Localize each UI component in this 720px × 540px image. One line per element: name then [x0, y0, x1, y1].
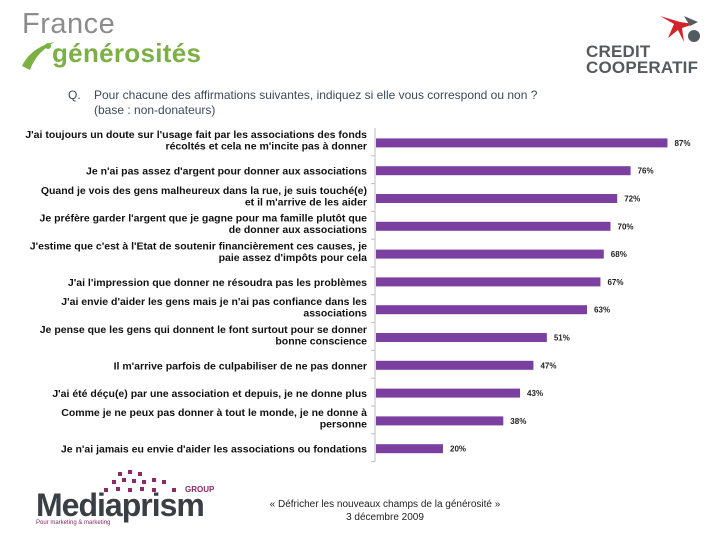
bar-11 — [376, 416, 504, 426]
france-generosites-word-france: France — [22, 8, 116, 40]
value-label-7: 63% — [594, 306, 610, 315]
footer-title: « Défricher les nouveaux champs de la gé… — [269, 499, 501, 510]
bar-1 — [376, 138, 668, 148]
credit-cooperatif-logo: CREDIT COOPERATIF — [582, 12, 712, 78]
credit-cooperatif-word-credit: CREDIT — [586, 42, 651, 61]
category-label-3: Quand je vois des gens malheureux dans l… — [41, 185, 367, 209]
bar-10 — [376, 388, 521, 398]
survey-question: Q. Pour chacune des affirmations suivante… — [68, 88, 537, 118]
value-label-8: 51% — [554, 334, 570, 343]
value-label-5: 68% — [611, 250, 627, 259]
mediaprism-group-label: GROUP — [185, 485, 215, 494]
bar-6 — [376, 277, 601, 287]
value-label-11: 38% — [510, 417, 526, 426]
category-label-8: Je pense que les gens qui donnent le fon… — [40, 324, 367, 348]
mediaprism-tagline: Pour marketing & marketing — [36, 520, 111, 526]
mediaprism-logo: Mediaprism GROUP Pour marketing & market… — [34, 470, 224, 530]
credit-cooperatif-word-cooperatif: COOPERATIF — [586, 58, 699, 77]
category-label-9: Il m'arrive parfois de culpabiliser de n… — [114, 360, 367, 372]
france-generosites-word-generosites: générosités — [52, 38, 202, 68]
value-label-4: 70% — [618, 222, 634, 231]
bar-12 — [376, 444, 443, 454]
question-label: Q. — [68, 88, 81, 102]
category-label-6: J'ai l'impression que donner ne résoudra… — [68, 277, 367, 289]
mediaprism-wordmark: Mediaprism — [36, 487, 205, 523]
value-label-6: 67% — [607, 278, 623, 287]
category-label-7: J'ai envie d'aider les gens mais je n'ai… — [61, 296, 367, 320]
footer-date: 3 décembre 2009 — [346, 512, 424, 523]
france-generosites-swoosh-icon — [22, 42, 54, 70]
bar-7 — [376, 305, 588, 315]
category-label-10: J'ai été déçu(e) par une association et … — [52, 388, 367, 400]
bar-2 — [376, 166, 631, 176]
bar-5 — [376, 249, 604, 259]
category-label-11: Comme je ne peux pas donner à tout le mo… — [61, 407, 367, 431]
bar-9 — [376, 360, 534, 370]
category-label-12: Je n'ai jamais eu envie d'aider les asso… — [61, 444, 367, 456]
value-label-2: 76% — [638, 167, 654, 176]
category-label-2: Je n'ai pas assez d'argent pour donner a… — [86, 166, 367, 178]
value-label-9: 47% — [540, 361, 556, 370]
value-label-1: 87% — [674, 139, 690, 148]
value-label-3: 72% — [624, 195, 640, 204]
value-label-12: 20% — [450, 445, 466, 454]
value-label-10: 43% — [527, 389, 543, 398]
bar-8 — [376, 333, 547, 342]
category-label-5: J'estime que c'est à l'Etat de soutenir … — [30, 240, 367, 264]
credit-cooperatif-star-icon — [660, 16, 700, 42]
question-base: (base : non-donateurs) — [94, 103, 216, 117]
category-label-1: J'ai toujours un doute sur l'usage fait … — [25, 129, 367, 153]
france-generosites-logo: France générosités — [18, 8, 238, 78]
bar-3 — [376, 194, 618, 203]
question-text: Pour chacune des affirmations suivantes,… — [94, 88, 538, 102]
mediaprism-dots-icon — [104, 470, 176, 492]
bar-4 — [376, 221, 611, 231]
category-label-4: Je préfère garder l'argent que je gagne … — [40, 213, 368, 237]
footer-caption: « Défricher les nouveaux champs de la gé… — [250, 498, 520, 524]
